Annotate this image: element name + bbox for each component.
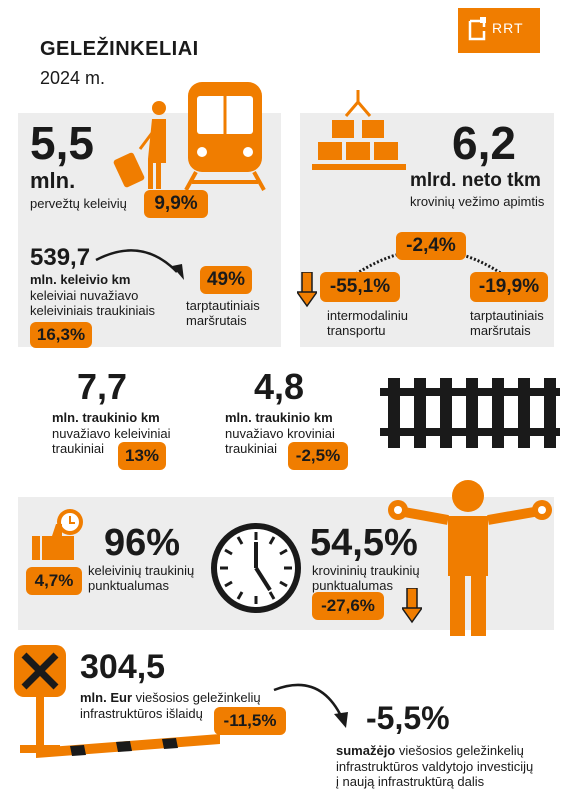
logo-text: RRT: [492, 20, 524, 36]
clock-icon: [211, 523, 301, 613]
freight-intl-label-2: maršrutais: [470, 323, 531, 338]
passengers-value: 5,5: [30, 117, 94, 169]
thumbs-up-clock-icon: [32, 509, 83, 560]
passenger-train-km-badge: 13%: [118, 442, 166, 470]
cargo-crane-icon: [312, 90, 406, 170]
down-arrow-icon: [402, 588, 422, 624]
passenger-km-unit: mln. keleivio km: [30, 272, 131, 287]
passenger-intl-badge: 49%: [200, 266, 252, 294]
freight-train-km-label-1: nuvažiavo kroviniai: [225, 426, 335, 441]
passengers-unit: mln.: [30, 168, 76, 193]
invest-bold: sumažėjo: [336, 743, 396, 758]
rrt-logo: RRT: [458, 8, 540, 53]
freight-value: 6,2: [452, 117, 516, 169]
passenger-punctuality-label-2: punktualumas: [88, 578, 169, 593]
arrow-curve-icon: [95, 249, 184, 280]
infra-label-1: viešosios geležinkelių: [135, 690, 261, 705]
infra-change-badge: -11,5%: [214, 707, 286, 735]
invest-label-2: infrastruktūros valdytojo investicijų: [336, 759, 534, 774]
freight-train-km-badge: -2,5%: [288, 442, 348, 470]
passenger-intl-label-1: tarptautiniais: [186, 298, 260, 313]
passenger-train-km-value: 7,7: [77, 366, 128, 407]
freight-punctuality-value: 54,5%: [310, 522, 418, 564]
freight-punctuality-label-1: krovininių traukinių: [312, 563, 420, 578]
passenger-km-change-badge: 16,3%: [30, 322, 92, 348]
passenger-intl-label-2: maršrutais: [186, 313, 247, 328]
freight-unit: mlrd. neto tkm: [410, 170, 541, 191]
infra-label-line-1: mln. Eur viešosios geležinkelių: [80, 690, 261, 705]
passenger-icon: [113, 101, 166, 189]
passenger-punctuality-label-1: keleivinių traukinių: [88, 563, 195, 578]
down-arrow-icon: [297, 272, 317, 308]
intermodal-label-1: intermodaliniu: [327, 308, 408, 323]
passenger-train-km-label-1: nuvažiavo keleiviniai: [52, 426, 171, 441]
freight-train-km-value: 4,8: [254, 366, 305, 407]
intermodal-label-2: transportu: [327, 323, 386, 338]
page-title: GELEŽINKELIAI: [40, 38, 199, 60]
passenger-punctuality-value: 96%: [104, 522, 181, 564]
invest-label-line-1: sumažėjo viešosios geležinkelių: [336, 743, 524, 758]
intermodal-change-badge: -55,1%: [320, 272, 400, 302]
freight-change-badge: -2,4%: [396, 232, 466, 260]
arrow-curve-icon: [273, 683, 348, 728]
freight-intl-label-1: tarptautiniais: [470, 308, 544, 323]
passenger-punctuality-badge: 4,7%: [26, 567, 82, 595]
page-year: 2024 m.: [40, 68, 106, 88]
passenger-train-km-unit: mln. traukinio km: [52, 410, 160, 425]
rail-arc-icon: [355, 248, 503, 276]
passenger-km-label-1: keleiviai nuvažiavo: [30, 288, 139, 303]
rrt-logo-icon: [468, 17, 486, 41]
passengers-label: pervežtų keleivių: [30, 196, 127, 211]
infra-value: 304,5: [80, 648, 166, 686]
train-icon: [184, 82, 266, 191]
passenger-km-value: 539,7: [30, 244, 91, 271]
barrier-icon: [36, 734, 220, 758]
freight-punctuality-badge: -27,6%: [312, 592, 384, 620]
invest-label-3: į naują infrastruktūrą dalis: [336, 774, 485, 789]
rail-track-icon: [380, 378, 560, 448]
freight-punctuality-label-2: punktualumas: [312, 578, 393, 593]
invest-label-1: viešosios geležinkelių: [398, 743, 524, 758]
infra-unit: mln. Eur: [80, 690, 133, 705]
passengers-change-badge: 9,9%: [144, 190, 208, 218]
infra-label-2: infrastruktūros išlaidų: [80, 706, 203, 721]
freight-intl-badge: -19,9%: [470, 272, 548, 302]
invest-value: -5,5%: [366, 700, 450, 736]
passenger-km-label-2: keleiviniais traukiniais: [30, 303, 155, 318]
freight-label: krovinių vežimo apimtis: [410, 194, 545, 209]
freight-panel: [300, 113, 554, 347]
freight-train-km-label-2: traukiniai: [225, 441, 278, 456]
signalman-icon: [388, 480, 552, 636]
passenger-train-km-label-2: traukiniai: [52, 441, 105, 456]
freight-train-km-unit: mln. traukinio km: [225, 410, 333, 425]
